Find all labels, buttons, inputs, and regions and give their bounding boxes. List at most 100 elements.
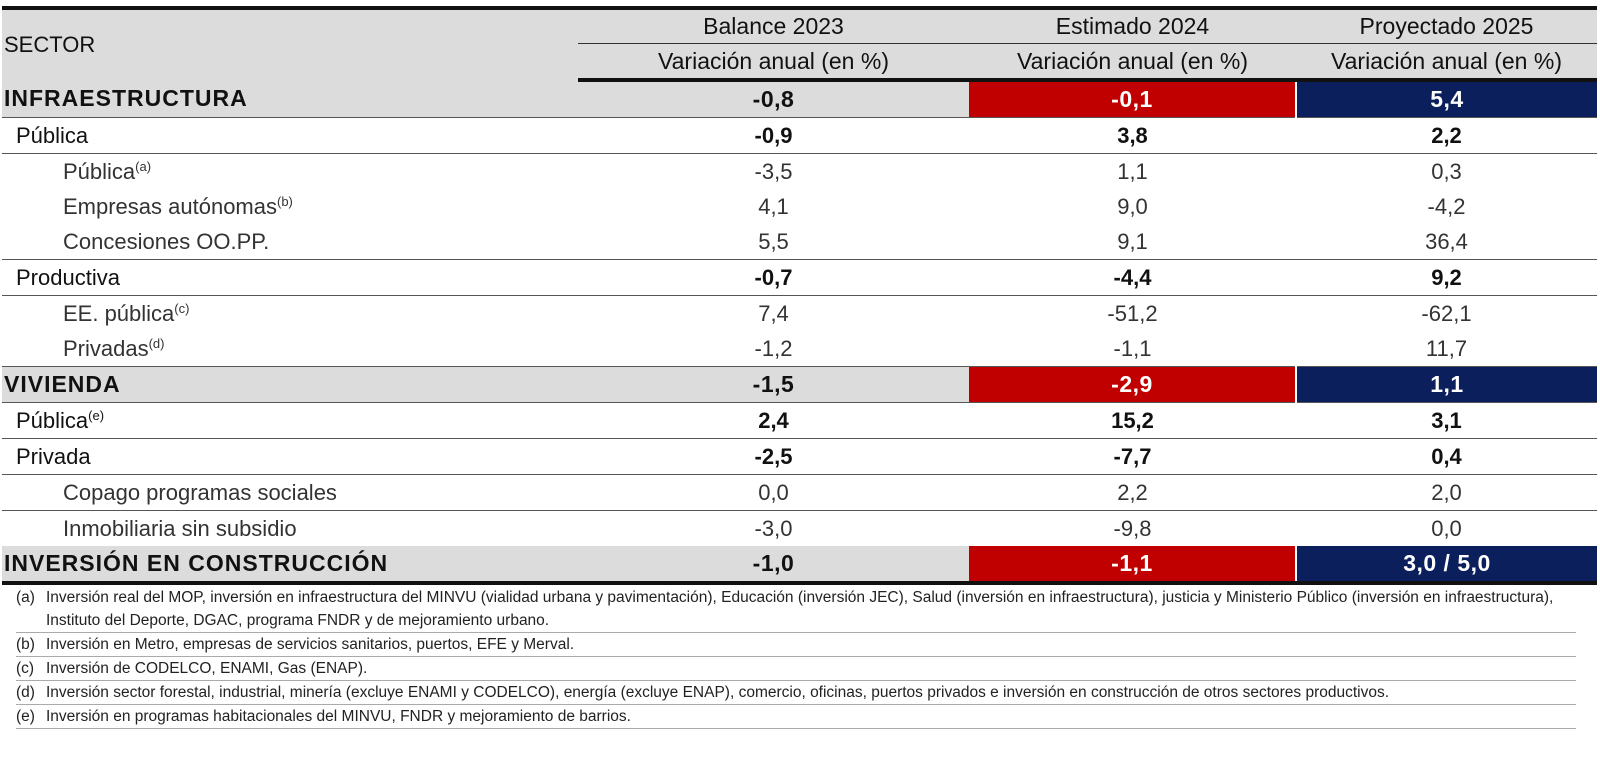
row-label: Inmobiliaria sin subsidio	[63, 515, 297, 541]
row-label: Pública	[16, 122, 89, 148]
value-2023: -0,9	[754, 122, 793, 148]
row-label: Concesiones OO.PP.	[63, 228, 270, 254]
footnote-key: (b)	[16, 636, 35, 653]
row-label: INVERSIÓN EN CONSTRUCCIÓN	[2, 546, 578, 583]
investment-table-container: SECTOR Balance 2023 Estimado 2024 Proyec…	[2, 6, 1597, 585]
value-2025: -62,1	[1421, 300, 1472, 326]
value-2025: 3,1	[1431, 407, 1462, 433]
table-row-inversion-total: INVERSIÓN EN CONSTRUCCIÓN -1,0 -1,1 3,0 …	[2, 546, 1597, 583]
value-2023: 7,4	[758, 300, 789, 326]
value-2024: -0,1	[969, 80, 1296, 118]
value-2025: 2,0	[1431, 479, 1462, 505]
year-header-2024: Estimado 2024	[969, 8, 1296, 44]
footnote-d: (d) Inversión sector forestal, industrial…	[16, 681, 1576, 705]
value-2024: 1,1	[1117, 158, 1148, 184]
subheader-2025: Variación anual (en %)	[1296, 43, 1597, 82]
value-2023: -1,0	[578, 546, 969, 583]
row-label-text: Pública	[63, 158, 136, 184]
footnote-ref: (b)	[277, 193, 293, 209]
value-2023: 0,0	[758, 479, 789, 505]
footnote-ref: (e)	[88, 407, 105, 423]
value-2025: 9,2	[1431, 264, 1462, 290]
footnote-a: (a) Inversión real del MOP, inversión en …	[16, 586, 1576, 633]
footnote-ref: (a)	[135, 158, 152, 174]
value-2023: -1,5	[578, 366, 969, 403]
value-2023: -0,7	[754, 264, 793, 290]
footnote-ref: (d)	[148, 335, 165, 351]
value-2025: 0,0	[1431, 515, 1462, 541]
value-2024: 9,1	[1117, 228, 1148, 254]
table-row-empresas-autonomas: Empresas autónomas(b) 4,1 9,0 -4,2	[2, 189, 1597, 224]
row-label-text: Pública	[16, 407, 89, 433]
footnote-c: (c) Inversión de CODELCO, ENAMI, Gas (ENA…	[16, 657, 1576, 681]
footnotes: (a) Inversión real del MOP, inversión en …	[16, 586, 1576, 729]
year-header-2023: Balance 2023	[578, 8, 969, 44]
value-2024: -1,1	[1113, 335, 1152, 361]
footnote-text: Inversión en Metro, empresas de servicio…	[46, 636, 575, 653]
footnote-ref: (c)	[174, 300, 190, 316]
value-2024: -2,9	[969, 366, 1296, 403]
year-header-2025: Proyectado 2025	[1296, 8, 1597, 44]
row-label: Copago programas sociales	[63, 479, 337, 505]
value-2023: -2,5	[754, 443, 793, 469]
table-row-concesiones: Concesiones OO.PP. 5,5 9,1 36,4	[2, 224, 1597, 260]
table-row-ee-publica: EE. pública(c) 7,4 -51,2 -62,1	[2, 296, 1597, 332]
value-2023: -0,8	[578, 80, 969, 118]
value-2024: 15,2	[1111, 407, 1154, 433]
footnote-b: (b) Inversión en Metro, empresas de servi…	[16, 633, 1576, 657]
footnote-key: (c)	[16, 660, 35, 677]
value-2025: -4,2	[1427, 193, 1466, 219]
value-2025: 0,4	[1431, 443, 1462, 469]
footnote-key: (a)	[16, 589, 35, 606]
value-2025: 11,7	[1425, 335, 1468, 361]
value-2024: -1,1	[969, 546, 1296, 583]
table-row-productiva: Productiva -0,7 -4,4 9,2	[2, 260, 1597, 296]
footnote-key: (d)	[16, 684, 35, 701]
row-label: Privada	[16, 443, 91, 469]
row-label: INFRAESTRUCTURA	[2, 80, 578, 118]
row-label-text: Empresas autónomas	[63, 193, 277, 219]
row-label: EE. pública(c)	[2, 296, 578, 332]
value-2023: 4,1	[758, 193, 789, 219]
row-label-text: EE. pública	[63, 300, 175, 326]
value-2025: 5,4	[1295, 80, 1597, 118]
value-2025: 36,4	[1425, 228, 1468, 254]
value-2025: 1,1	[1295, 366, 1597, 403]
value-2024: 3,8	[1117, 122, 1148, 148]
footnote-key: (e)	[16, 708, 35, 725]
subheader-2024: Variación anual (en %)	[969, 43, 1296, 82]
value-2023: 2,4	[758, 407, 789, 433]
row-label: Pública(a)	[2, 154, 578, 190]
footnote-text: Inversión real del MOP, inversión en inf…	[46, 589, 1554, 629]
table-row-privadas: Privadas(d) -1,2 -1,1 11,7	[2, 331, 1597, 367]
table-header: SECTOR Balance 2023 Estimado 2024 Proyec…	[2, 8, 1597, 82]
value-2023: 5,5	[758, 228, 789, 254]
table-row-copago: Copago programas sociales 0,0 2,2 2,0	[2, 475, 1597, 511]
footnote-text: Inversión sector forestal, industrial, m…	[46, 684, 1390, 701]
row-label: Privadas(d)	[2, 331, 578, 367]
table-row-publica: Pública -0,9 3,8 2,2	[2, 118, 1597, 154]
row-label: Productiva	[16, 264, 120, 290]
row-label-text: Privadas	[63, 335, 149, 361]
row-label: Pública(e)	[2, 403, 578, 439]
value-2025: 3,0 / 5,0	[1295, 546, 1597, 583]
subheader-2023: Variación anual (en %)	[578, 43, 969, 82]
table-body: INFRAESTRUCTURA -0,8 -0,1 5,4 Pública -0…	[2, 80, 1597, 583]
row-label: VIVIENDA	[2, 366, 578, 403]
value-2024: 9,0	[1117, 193, 1148, 219]
table-row-privada: Privada -2,5 -7,7 0,4	[2, 439, 1597, 475]
table-row-publica-e: Pública(e) 2,4 15,2 3,1	[2, 403, 1597, 439]
sector-column-header: SECTOR	[2, 8, 578, 80]
footnote-e: (e) Inversión en programas habitacionales…	[16, 705, 1576, 729]
table-row-inmobiliaria: Inmobiliaria sin subsidio -3,0 -9,8 0,0	[2, 511, 1597, 547]
value-2024: -4,4	[1113, 264, 1152, 290]
value-2025: 2,2	[1431, 122, 1462, 148]
value-2023: -3,0	[754, 515, 793, 541]
value-2024: -9,8	[1113, 515, 1152, 541]
value-2023: -1,2	[754, 335, 793, 361]
table-row-publica-a: Pública(a) -3,5 1,1 0,3	[2, 154, 1597, 190]
value-2025: 0,3	[1431, 158, 1462, 184]
table-row-infraestructura: INFRAESTRUCTURA -0,8 -0,1 5,4	[2, 80, 1597, 118]
table-row-vivienda: VIVIENDA -1,5 -2,9 1,1	[2, 366, 1597, 403]
value-2023: -3,5	[754, 158, 793, 184]
